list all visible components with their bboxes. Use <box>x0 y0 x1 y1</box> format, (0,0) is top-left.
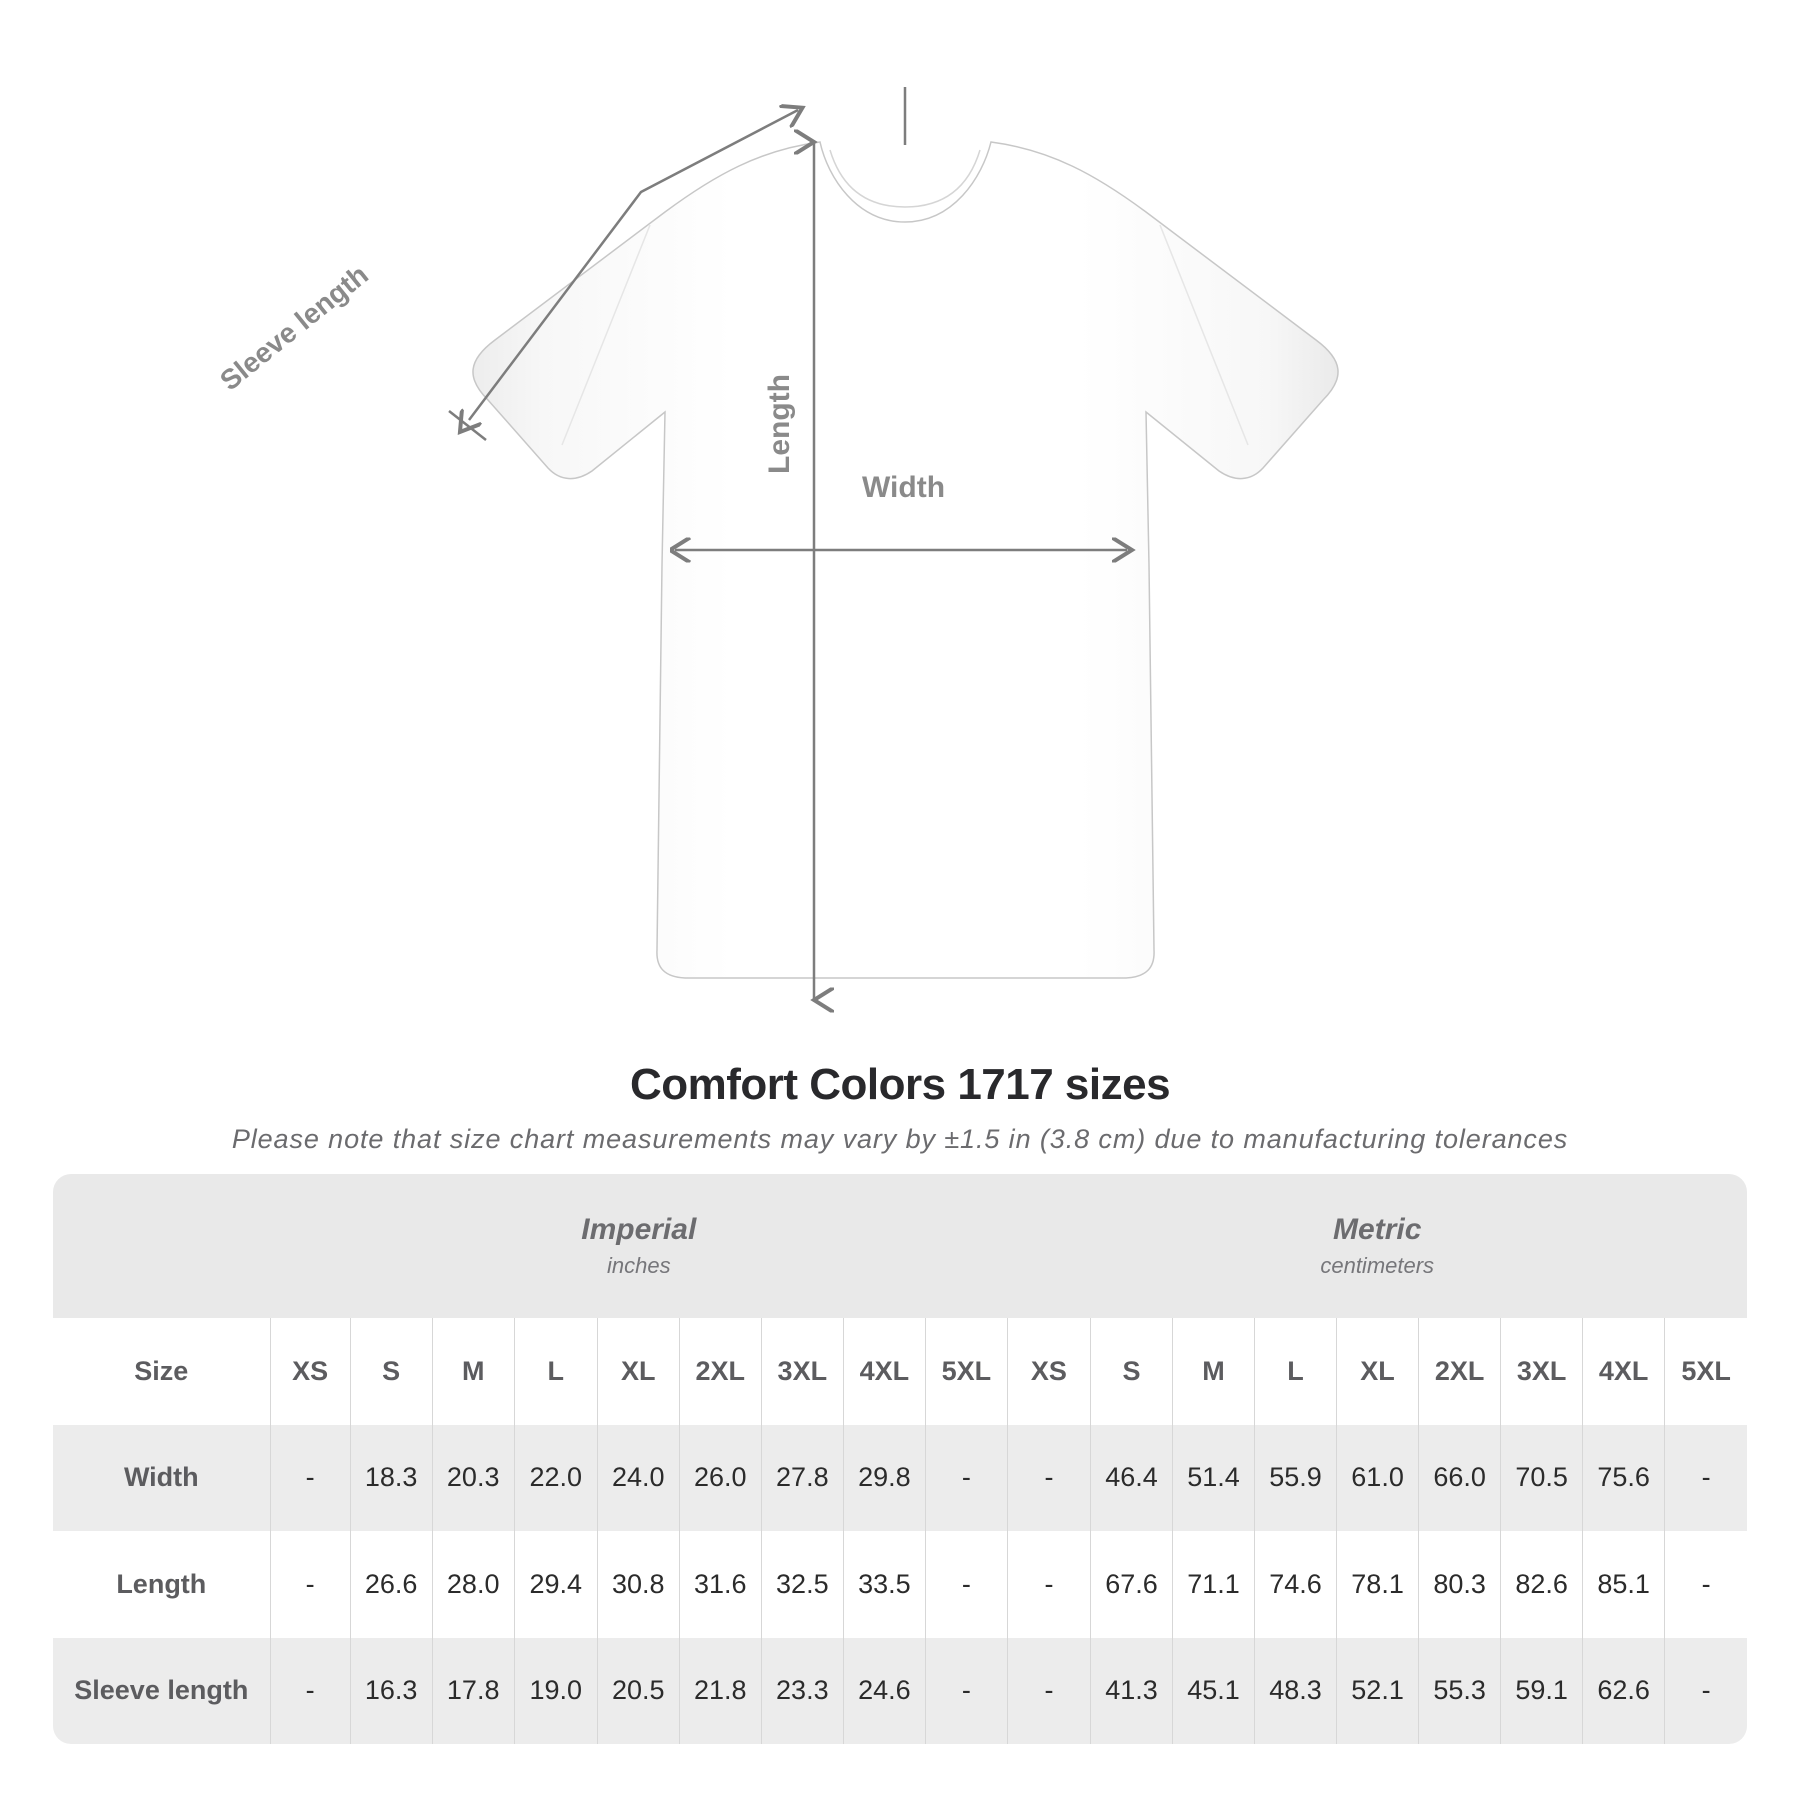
svg-text:Width: Width <box>862 471 945 504</box>
svg-text:Length: Length <box>763 374 796 474</box>
svg-text:Sleeve length: Sleeve length <box>214 259 374 397</box>
